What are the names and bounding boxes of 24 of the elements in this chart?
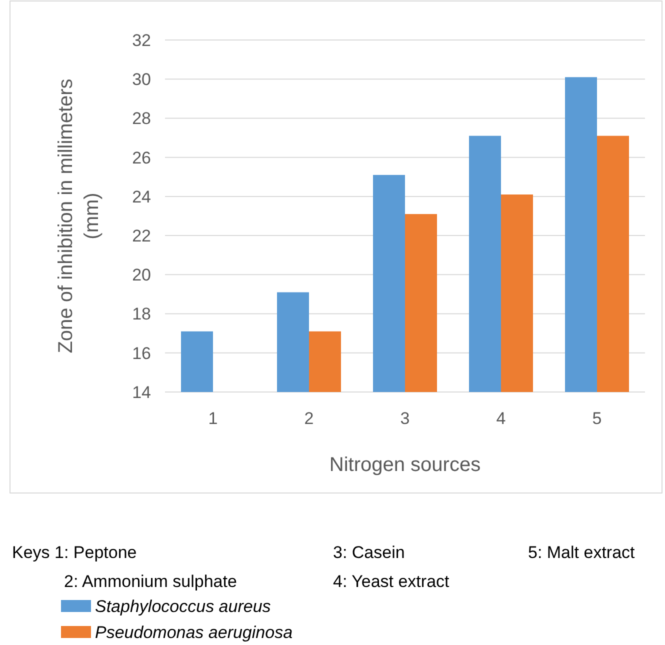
x-tick-label: 5 — [592, 409, 602, 428]
y-tick-label: 16 — [132, 344, 151, 363]
y-axis-title: Zone of inhibition in millimeters (mm) — [55, 78, 103, 354]
text: 5: Malt extract — [528, 543, 636, 562]
x-tick-label: 3 — [400, 409, 410, 428]
y-tick-label: 22 — [132, 226, 151, 246]
x-axis-title: Nitrogen sources — [329, 454, 481, 476]
text: 4: Yeast extract — [333, 572, 450, 591]
legend-label: Pseudomonas aeruginosa — [95, 623, 293, 642]
legend-label: Staphylococcus aureus — [95, 597, 272, 616]
text: Keys 1: Peptone — [12, 543, 137, 562]
y-tick-label: 20 — [132, 266, 151, 285]
y-tick-label: 28 — [132, 109, 151, 128]
x-tick-label: 1 — [208, 409, 218, 428]
x-tick-label: 2 — [304, 409, 314, 428]
x-tick-label: 4 — [496, 409, 506, 428]
y-tick-label: 14 — [132, 382, 151, 402]
y-tick-label: 30 — [132, 70, 151, 90]
y-tick-label: 24 — [132, 187, 151, 206]
text: 2: Ammonium sulphate — [64, 572, 237, 591]
y-tick-label: 18 — [132, 304, 151, 324]
y-tick-label: 32 — [132, 30, 151, 50]
y-tick-label: 26 — [132, 148, 151, 168]
text: 3: Casein — [333, 543, 405, 562]
